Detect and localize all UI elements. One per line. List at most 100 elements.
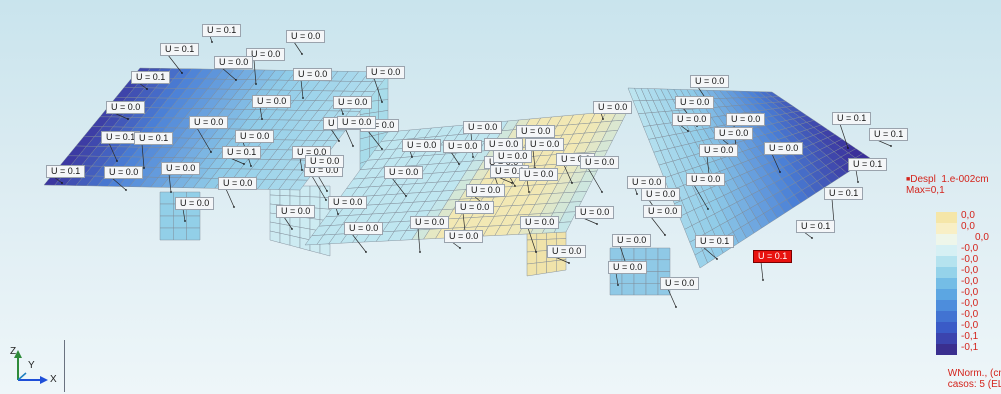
displacement-label[interactable]: U = 0.1 <box>222 146 262 159</box>
center-front-wall[interactable] <box>269 185 331 257</box>
legend-swatch <box>936 245 957 256</box>
legend-swatch <box>936 344 957 355</box>
displacement-label[interactable]: U = 0.0 <box>455 201 495 214</box>
right-slab[interactable] <box>627 87 871 269</box>
displacement-label[interactable]: U = 0.0 <box>337 116 377 129</box>
displacement-label[interactable]: U = 0.0 <box>333 96 373 109</box>
displacement-label[interactable]: U = 0.0 <box>547 245 587 258</box>
legend-value: -0,0 <box>961 309 979 320</box>
displacement-label[interactable]: U = 0.0 <box>519 168 559 181</box>
legend-swatch <box>936 311 957 322</box>
displacement-label[interactable]: U = 0.0 <box>246 48 286 61</box>
displacement-label[interactable]: U = 0.0 <box>608 261 648 274</box>
displacement-label[interactable]: U = 0.0 <box>714 127 754 140</box>
displacement-label[interactable]: U = 0.0 <box>235 130 275 143</box>
displacement-label[interactable]: U = 0.0 <box>520 216 560 229</box>
displacement-label[interactable]: U = 0.0 <box>660 277 700 290</box>
legend-value: -0,0 <box>961 276 979 287</box>
displacement-label[interactable]: U = 0.0 <box>699 144 739 157</box>
displacement-label[interactable]: U = 0.0 <box>686 173 726 186</box>
displacement-label[interactable]: U = 0.0 <box>189 116 229 129</box>
displacement-label[interactable]: U = 0.0 <box>384 166 424 179</box>
displacement-label[interactable]: U = 0.0 <box>690 75 730 88</box>
legend-case-label: casos: 5 (ELS <box>947 379 1001 390</box>
displacement-label[interactable]: U = 0.0 <box>463 121 503 134</box>
displacement-label[interactable]: U = 0.0 <box>675 96 715 109</box>
legend-value: -0,0 <box>961 287 979 298</box>
displacement-label[interactable]: U = 0.1 <box>160 43 200 56</box>
legend-swatch <box>936 300 957 311</box>
legend-value: -0,1 <box>961 342 979 353</box>
displacement-label[interactable]: U = 0.0 <box>764 142 804 155</box>
displacement-label[interactable]: U = 0.0 <box>104 166 144 179</box>
legend-swatch <box>936 333 957 344</box>
legend-title-line1: Despl 1.e-002cm <box>910 174 989 185</box>
displacement-label[interactable]: U = 0.0 <box>443 140 483 153</box>
displacement-label[interactable]: U = 0.1 <box>202 24 242 37</box>
displacement-label[interactable]: U = 0.1 <box>869 128 909 141</box>
displacement-label[interactable]: U = 0.1 <box>824 187 864 200</box>
displacement-label[interactable]: U = 0.0 <box>344 222 384 235</box>
displacement-label[interactable]: U = 0.0 <box>402 139 442 152</box>
legend-marker-icon: ■ <box>906 176 911 183</box>
displacement-label[interactable]: U = 0.0 <box>525 138 565 151</box>
displacement-label[interactable]: U = 0.1 <box>796 220 836 233</box>
label-leader-lines <box>53 35 892 308</box>
displacement-label[interactable]: U = 0.0 <box>410 216 450 229</box>
displacement-label[interactable]: U = 0.1 <box>46 165 86 178</box>
displacement-label[interactable]: U = 0.0 <box>293 68 333 81</box>
displacement-label[interactable]: U = 0.0 <box>580 156 620 169</box>
displacement-label[interactable]: U = 0.0 <box>214 56 254 69</box>
legend-swatch <box>936 223 957 234</box>
displacement-label[interactable]: U = 0.0 <box>726 113 766 126</box>
displacement-label[interactable]: U = 0.0 <box>466 184 506 197</box>
displacement-label[interactable]: U = 0.0 <box>593 101 633 114</box>
legend-value: 0,0 <box>975 232 989 243</box>
legend-swatch <box>936 256 957 267</box>
displacement-label[interactable]: U = 0.0 <box>305 155 345 168</box>
displacement-label[interactable]: U = 0.0 <box>276 205 316 218</box>
displacement-label[interactable]: U = 0.1 <box>131 71 171 84</box>
displacement-label[interactable]: U = 0.0 <box>493 150 533 163</box>
displacement-label[interactable]: U = 0.0 <box>366 66 406 79</box>
displacement-label[interactable]: U = 0.1 <box>695 235 735 248</box>
legend-swatch <box>936 267 957 278</box>
displacement-label[interactable]: U = 0.1 <box>848 158 888 171</box>
displacement-label[interactable]: U = 0.0 <box>641 188 681 201</box>
displacement-label[interactable]: U = 0.1 <box>832 112 872 125</box>
legend-title-line2: Max=0,1 <box>906 185 945 196</box>
legend-unit-label: WNorm., (cm) <box>947 368 1001 379</box>
displacement-label[interactable]: U = 0.0 <box>106 101 146 114</box>
displacement-label[interactable]: U = 0.0 <box>175 197 215 210</box>
legend-swatch <box>936 278 957 289</box>
axis-triad-icon <box>14 350 48 384</box>
legend-value: 0,0 <box>961 210 975 221</box>
displacement-label[interactable]: U = 0.0 <box>516 125 556 138</box>
legend-swatch <box>936 322 957 333</box>
displacement-label[interactable]: U = 0.0 <box>252 95 292 108</box>
axis-x-label: X <box>50 374 57 385</box>
displacement-label[interactable]: U = 0.0 <box>286 30 326 43</box>
legend-swatch <box>936 234 957 245</box>
legend-swatch <box>936 289 957 300</box>
axis-y-label: Y <box>28 360 35 371</box>
displacement-label[interactable]: U = 0.0 <box>161 162 201 175</box>
displacement-label[interactable]: U = 0.0 <box>444 230 484 243</box>
displacement-label[interactable]: U = 0.0 <box>672 113 712 126</box>
legend-title: ■Despl 1.e-002cm Max=0,1 <box>906 174 1001 196</box>
displacement-label[interactable]: U = 0.0 <box>218 177 258 190</box>
legend-value: -0,0 <box>961 320 979 331</box>
legend-value: -0,1 <box>961 331 979 342</box>
displacement-label[interactable]: U = 0.0 <box>612 234 652 247</box>
legend-footer: WNorm., (cm) casos: 5 (ELS <box>930 368 1001 390</box>
axis-z-label: Z <box>10 346 17 357</box>
displacement-label[interactable]: U = 0.0 <box>575 206 615 219</box>
axis-triad[interactable]: Z Y X <box>8 340 65 392</box>
displacement-label[interactable]: U = 0.0 <box>643 205 683 218</box>
legend-values: 0,0 0,0 0,0 -0,0 -0,0 -0,0 -0,0 -0,0 -0,0 -0,0 -0,… <box>961 210 989 353</box>
displacement-label-selected[interactable]: U = 0.1 <box>753 250 793 263</box>
legend-value: -0,0 <box>961 243 979 254</box>
displacement-label[interactable]: U = 0.1 <box>134 132 174 145</box>
displacement-label[interactable]: U = 0.0 <box>328 196 368 209</box>
